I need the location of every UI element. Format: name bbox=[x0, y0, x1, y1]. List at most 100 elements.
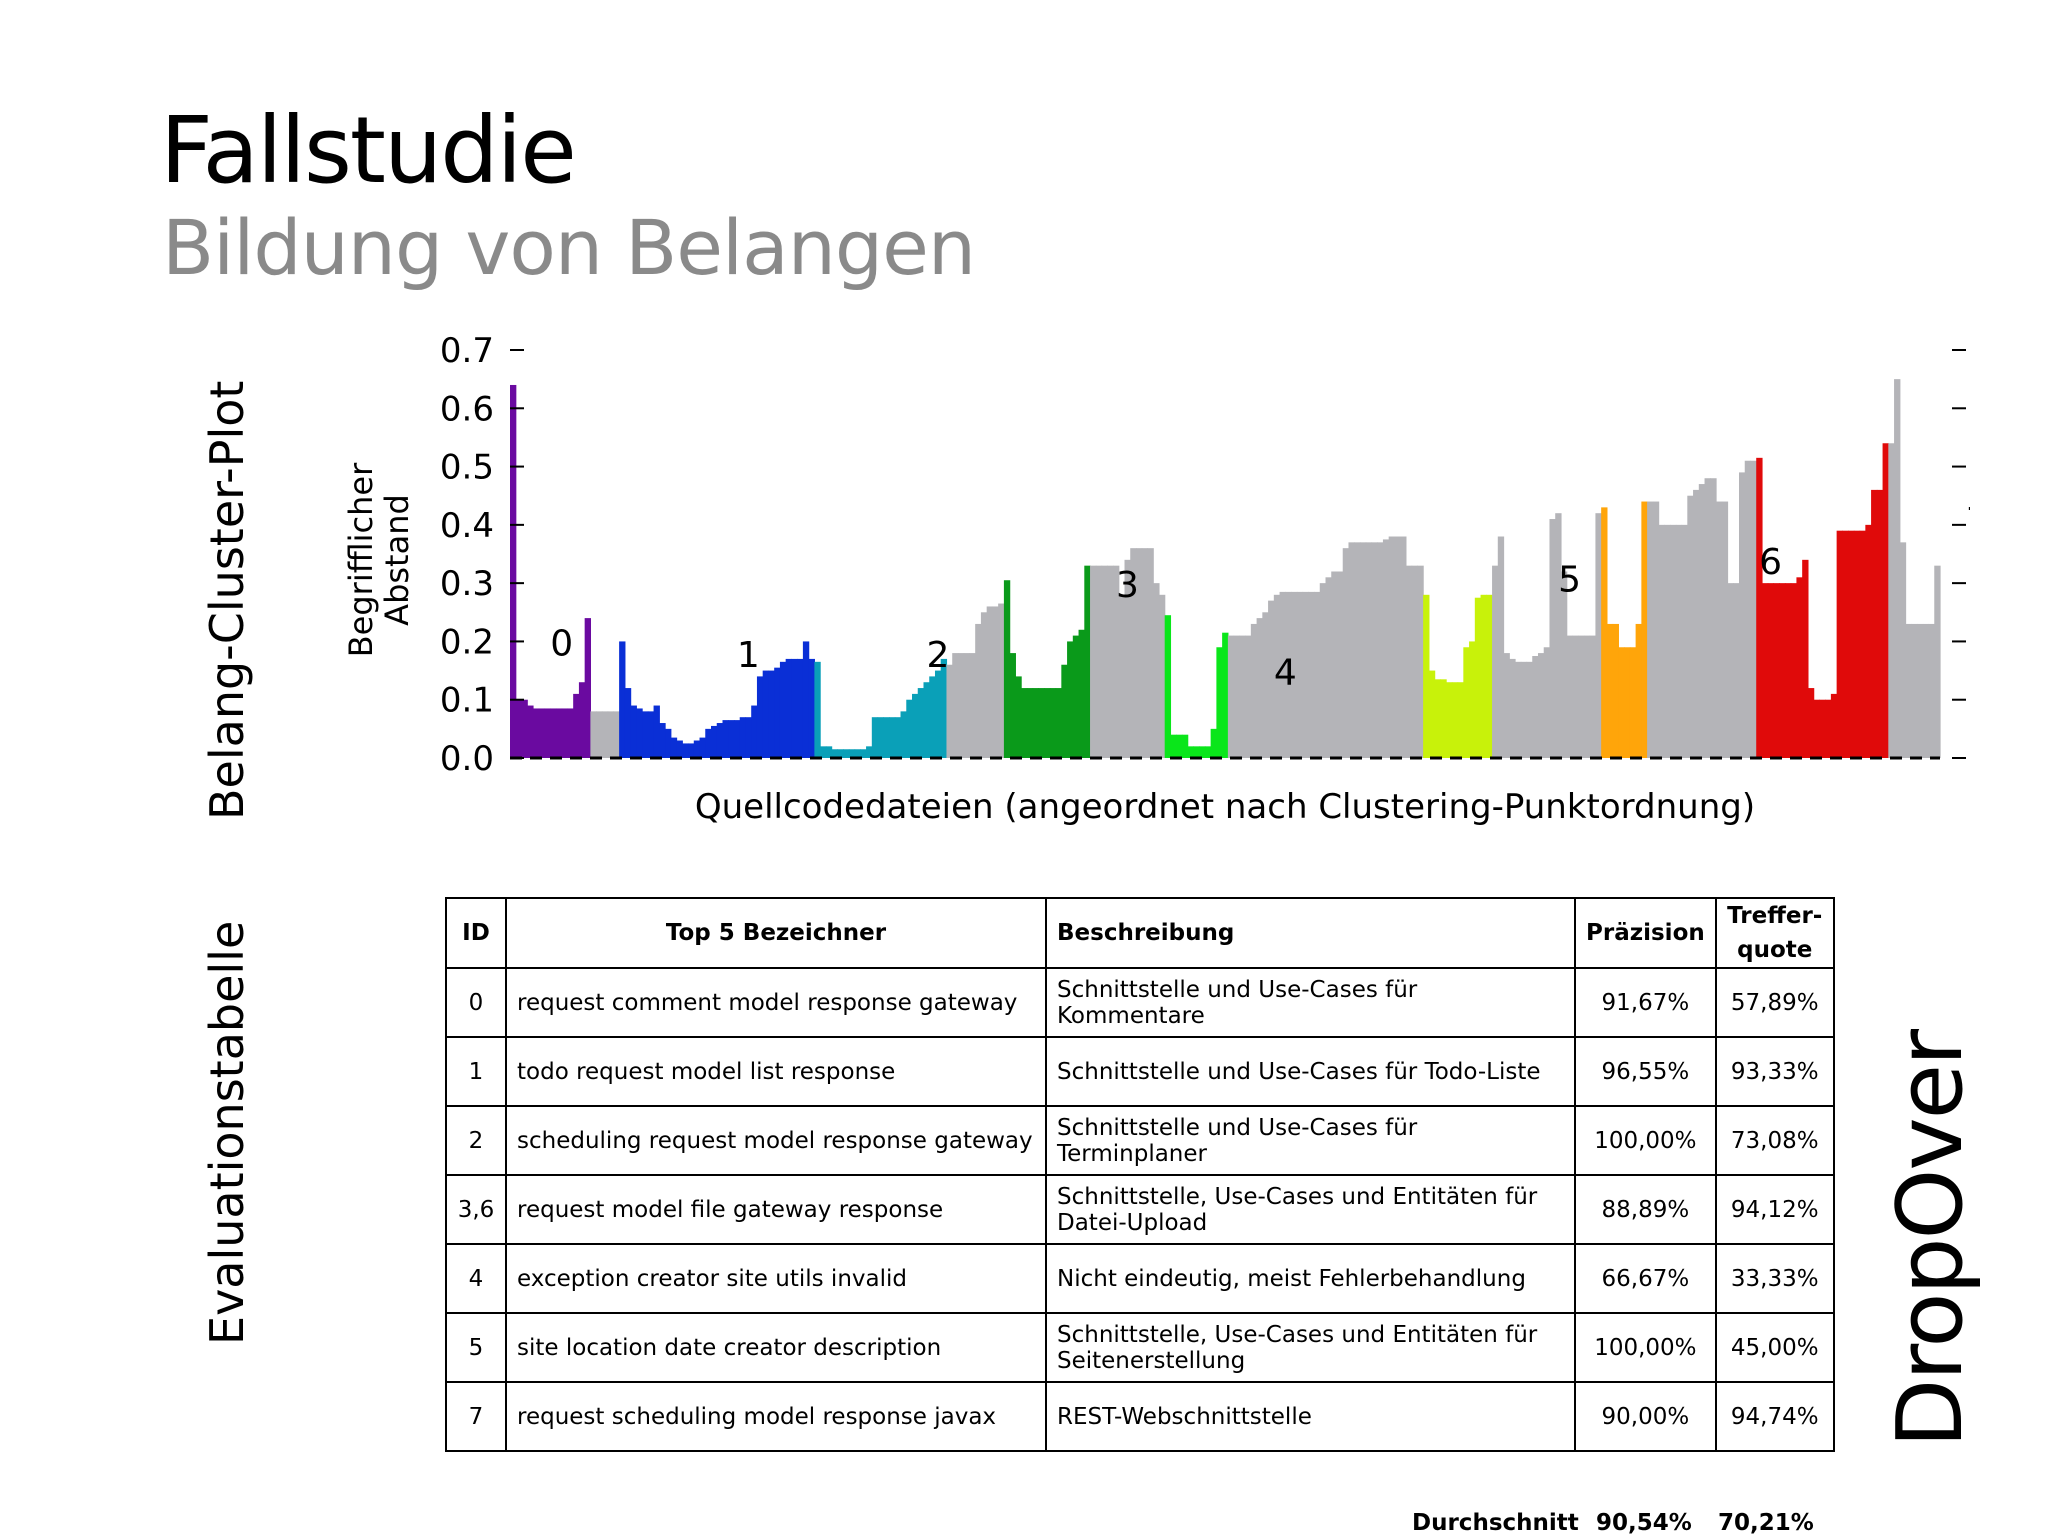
bar bbox=[934, 670, 942, 758]
header-precision: Präzision bbox=[1574, 897, 1717, 969]
bar bbox=[1761, 583, 1769, 758]
bar bbox=[1756, 457, 1763, 758]
bar bbox=[1451, 682, 1459, 758]
table-row: 5 site location date creator description… bbox=[445, 1312, 1835, 1383]
bar bbox=[711, 725, 718, 758]
bar bbox=[980, 612, 988, 758]
bar bbox=[1790, 583, 1798, 758]
bar bbox=[1314, 591, 1321, 758]
cell-id: 4 bbox=[445, 1243, 507, 1314]
bar bbox=[1153, 583, 1160, 758]
bar bbox=[1911, 623, 1918, 758]
bar bbox=[1245, 635, 1252, 758]
bar bbox=[1348, 542, 1355, 758]
bar bbox=[1336, 571, 1344, 758]
bar bbox=[1641, 501, 1648, 758]
bar bbox=[912, 693, 919, 758]
cluster-label: 0 bbox=[550, 623, 573, 664]
bar bbox=[1664, 524, 1671, 758]
bar bbox=[1141, 548, 1149, 758]
bar bbox=[1061, 664, 1068, 758]
side-label-table: Evaluationstabelle bbox=[200, 920, 254, 1345]
bar bbox=[1606, 623, 1614, 758]
bar bbox=[1170, 734, 1177, 758]
bar bbox=[1354, 542, 1361, 758]
cluster-label: 4 bbox=[1274, 653, 1297, 694]
bar bbox=[1532, 656, 1539, 758]
bar bbox=[883, 717, 890, 758]
cell-recall: 94,12% bbox=[1714, 1174, 1835, 1245]
bar bbox=[831, 749, 838, 758]
cell-precision: 100,00% bbox=[1574, 1312, 1717, 1383]
bar bbox=[802, 641, 810, 758]
header-recall: Treffer- quote bbox=[1714, 897, 1835, 969]
x-axis-label: Quellcodedateien (angeordnet nach Cluste… bbox=[695, 787, 1755, 827]
cell-id: 2 bbox=[445, 1105, 507, 1176]
cell-id: 7 bbox=[445, 1381, 507, 1452]
bar bbox=[1629, 647, 1637, 758]
table-row: 0 request comment model response gateway… bbox=[445, 967, 1835, 1038]
cell-description: Schnittstelle und Use-Cases für Terminpl… bbox=[1045, 1105, 1576, 1176]
bar bbox=[986, 606, 994, 758]
bar bbox=[1428, 670, 1436, 758]
side-label-plot: Belang-Cluster-Plot bbox=[200, 380, 254, 820]
brand-logo: DropOver bbox=[1878, 1031, 1983, 1448]
bar bbox=[647, 711, 655, 758]
bar bbox=[992, 606, 999, 758]
bar bbox=[1681, 524, 1688, 758]
bar bbox=[1279, 591, 1286, 758]
bar bbox=[1382, 539, 1390, 758]
bar bbox=[825, 746, 833, 758]
bar bbox=[998, 603, 1005, 758]
bar bbox=[1710, 478, 1717, 758]
bar bbox=[1474, 597, 1482, 758]
bar bbox=[1411, 565, 1418, 758]
cell-description: Schnittstelle und Use-Cases für Kommenta… bbox=[1045, 967, 1576, 1038]
bar bbox=[1537, 653, 1545, 758]
bar bbox=[1440, 679, 1447, 758]
bar bbox=[1158, 594, 1166, 758]
bar bbox=[871, 717, 879, 758]
bar bbox=[963, 653, 971, 758]
bar bbox=[1635, 623, 1642, 758]
bar bbox=[532, 708, 540, 758]
bar bbox=[1624, 647, 1631, 758]
bar bbox=[1446, 682, 1453, 758]
bar bbox=[1687, 495, 1694, 758]
bar bbox=[619, 641, 626, 758]
bar bbox=[1509, 658, 1516, 758]
bar bbox=[1325, 577, 1332, 758]
header-recall-line1: Treffer- bbox=[1727, 903, 1823, 929]
bar bbox=[745, 717, 752, 758]
bar bbox=[1193, 746, 1200, 758]
bar bbox=[843, 749, 850, 758]
bar bbox=[1308, 591, 1315, 758]
cell-recall: 45,00% bbox=[1714, 1312, 1835, 1383]
bar bbox=[1848, 530, 1855, 758]
bar bbox=[1400, 536, 1407, 758]
bar bbox=[642, 711, 649, 758]
bar bbox=[515, 699, 523, 758]
bar bbox=[1917, 623, 1924, 758]
bar bbox=[636, 708, 643, 758]
bar bbox=[1359, 542, 1367, 758]
bar bbox=[1779, 583, 1786, 758]
average-precision: 90,54% bbox=[1596, 1510, 1692, 1536]
bar bbox=[900, 711, 907, 758]
bar bbox=[1670, 524, 1677, 758]
cell-precision: 91,67% bbox=[1574, 967, 1717, 1038]
bar bbox=[527, 705, 534, 758]
cluster-plot: 0.0 0.1 0.2 0.3 0.4 0.5 0.6 0.7 0 1 2 3 4 5 6 7 Quellcod… bbox=[342, 331, 1970, 827]
table-row: 3,6 request model file gateway response … bbox=[445, 1174, 1835, 1245]
bar bbox=[1147, 548, 1154, 758]
bar bbox=[957, 653, 965, 758]
bar bbox=[1250, 623, 1258, 758]
bar bbox=[1503, 653, 1510, 758]
bar bbox=[665, 728, 672, 758]
bar bbox=[929, 676, 936, 758]
bar bbox=[1526, 661, 1533, 758]
bar bbox=[1072, 635, 1080, 758]
bar bbox=[768, 670, 775, 758]
bar bbox=[1836, 530, 1843, 758]
bar bbox=[1566, 635, 1574, 758]
